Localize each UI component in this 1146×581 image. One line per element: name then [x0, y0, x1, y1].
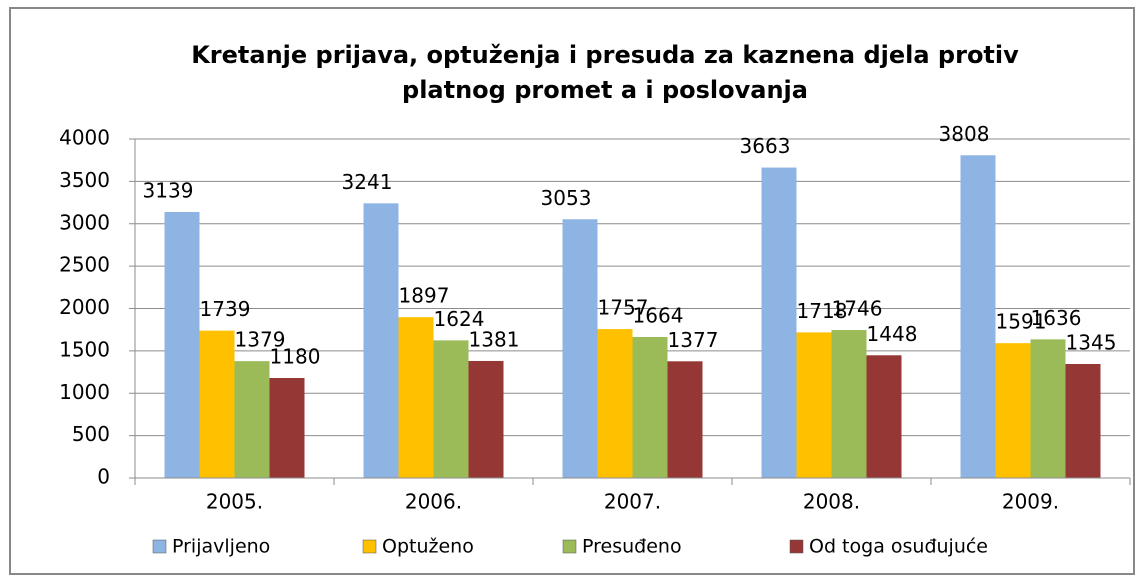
data-label: 1377	[668, 328, 719, 352]
data-label: 1897	[399, 284, 450, 308]
bar	[632, 336, 668, 478]
bar	[468, 360, 504, 478]
legend-label: Presuđeno	[582, 536, 682, 558]
bar	[667, 361, 703, 478]
data-label: 1636	[1031, 306, 1082, 330]
data-label: 1757	[598, 296, 649, 320]
y-tick-label: 1500	[59, 337, 110, 361]
bar	[1065, 364, 1101, 478]
y-tick-label: 1000	[59, 380, 110, 404]
bar	[269, 377, 305, 478]
bar	[866, 355, 902, 478]
data-label: 1180	[270, 344, 321, 368]
x-tick-label: 2007.	[604, 490, 661, 514]
bar	[398, 317, 434, 478]
data-label: 3241	[342, 170, 393, 194]
y-tick-label: 2500	[59, 253, 110, 277]
data-label: 1379	[235, 328, 286, 352]
bar	[796, 332, 832, 478]
data-label: 1739	[200, 297, 251, 321]
data-label: 3053	[541, 186, 592, 210]
bar	[1030, 339, 1066, 478]
bar	[363, 203, 399, 478]
y-tick-label: 4000	[59, 126, 110, 150]
chart-title: platnog promet a i poslovanja	[402, 76, 808, 104]
bar	[562, 219, 598, 479]
data-label: 3139	[143, 178, 194, 202]
y-tick-label: 0	[97, 465, 110, 489]
data-label: 1448	[867, 322, 918, 346]
y-tick-label: 3500	[59, 168, 110, 192]
data-label: 1381	[469, 327, 520, 351]
x-tick-label: 2009.	[1002, 490, 1059, 514]
y-tick-label: 2000	[59, 295, 110, 319]
data-label: 1624	[434, 307, 485, 331]
data-label: 1746	[832, 297, 883, 321]
bar	[433, 340, 469, 478]
bar	[960, 155, 996, 478]
data-label: 3663	[740, 134, 791, 158]
data-label: 1664	[633, 303, 684, 327]
bar	[831, 330, 867, 478]
x-tick-label: 2005.	[206, 490, 263, 514]
x-tick-label: 2006.	[405, 490, 462, 514]
y-tick-label: 3000	[59, 210, 110, 234]
legend-label: Od toga osuđujuće	[809, 536, 988, 558]
x-tick-label: 2008.	[803, 490, 860, 514]
bar	[597, 329, 633, 478]
legend-swatch	[362, 539, 377, 554]
bar	[164, 211, 200, 478]
bar	[761, 167, 797, 479]
bar	[995, 343, 1031, 478]
bar	[234, 361, 270, 478]
legend-label: Prijavljeno	[172, 536, 270, 558]
legend-swatch	[152, 539, 167, 554]
data-label: 1591	[996, 310, 1047, 334]
y-tick-label: 500	[72, 422, 110, 446]
legend-swatch	[562, 539, 577, 554]
data-label: 1345	[1066, 331, 1117, 355]
data-label: 1718	[797, 299, 848, 323]
data-label: 3808	[939, 122, 990, 146]
bar	[199, 330, 235, 478]
legend-label: Optuženo	[382, 536, 474, 558]
legend-swatch	[789, 539, 804, 554]
chart-title: Kretanje prijava, optuženja i presuda za…	[191, 41, 1019, 69]
